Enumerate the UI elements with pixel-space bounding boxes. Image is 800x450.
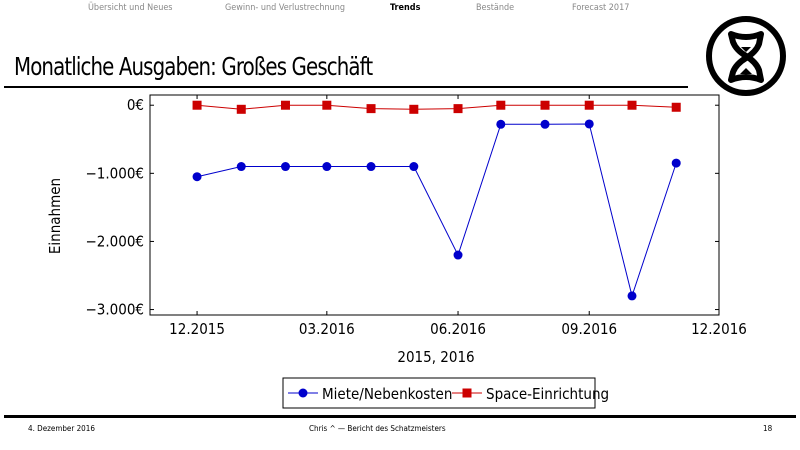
slide-title: Monatliche Ausgaben: Großes Geschäft [14,52,373,81]
y-tick-label: −2.000€ [85,232,144,250]
data-point [236,104,246,114]
footer-page-number: 18 [763,424,773,433]
footer-center: Chris ^ — Bericht des Schatzmeisters [309,424,446,433]
nav-item-trends[interactable]: Trends [390,3,421,13]
nav-item-uebersicht[interactable]: Übersicht und Neues [88,3,173,13]
data-point [671,102,681,112]
data-point [627,100,637,110]
series-line-0 [196,123,677,298]
data-point [496,119,506,129]
y-tick-label: 0€ [127,96,144,114]
data-point [409,104,419,114]
data-point [409,162,419,172]
series-line-1 [197,104,677,110]
data-point [236,162,246,172]
x-tick-label: 06.2016 [430,320,486,338]
data-point [322,162,332,172]
nav-item-bestaende[interactable]: Bestände [476,3,515,13]
y-tick-label: −3.000€ [85,301,144,319]
legend-label-space: Space-Einrichtung [486,385,609,403]
data-point [496,100,506,110]
hourglass-circle-icon [706,16,786,96]
data-point [280,100,290,110]
data-point [540,100,550,110]
y-tick-label: −1.000€ [85,164,144,182]
data-point [584,119,594,129]
section-navigation: Übersicht und Neues Gewinn- und Verlustr… [0,3,700,17]
x-tick-label: 12.2015 [169,320,225,338]
nav-item-forecast[interactable]: Forecast 2017 [572,3,630,13]
data-point [366,104,376,114]
plot-area-frame [149,94,720,316]
data-point [453,104,463,114]
x-tick-label: 09.2016 [561,320,617,338]
footer-date: 4. Dezember 2016 [28,424,95,433]
data-point [366,162,376,172]
data-point [671,158,681,168]
data-point [322,100,332,110]
data-point [627,291,637,301]
data-point [453,250,463,260]
data-point [540,119,550,129]
title-divider [4,86,688,88]
data-point [192,100,202,110]
legend: Miete/Nebenkosten Space-Einrichtung [282,377,609,409]
nav-item-gewinn-verlust[interactable]: Gewinn- und Verlustrechnung [225,3,346,13]
x-tick-label: 03.2016 [299,320,355,338]
y-axis-label: Einnahmen [46,178,64,254]
data-point [192,172,202,182]
x-axis-label: 2015, 2016 [397,348,474,366]
data-point [584,100,594,110]
legend-label-miete: Miete/Nebenkosten [322,385,452,403]
footer-divider [4,415,796,418]
data-point [280,162,290,172]
legend-marker-space [462,388,472,398]
x-tick-label: 12.2016 [691,320,747,338]
legend-marker-miete [298,388,308,398]
